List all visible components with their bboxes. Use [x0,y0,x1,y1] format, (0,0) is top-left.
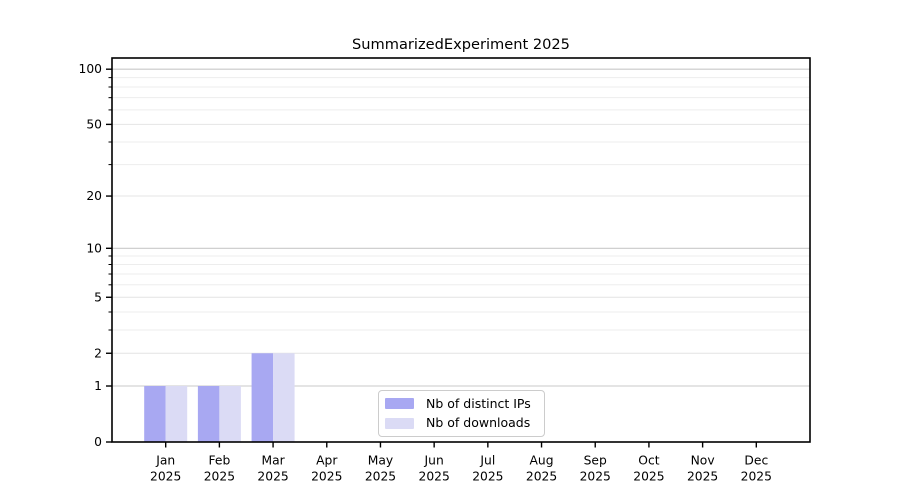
x-tick-label-month: Oct [638,454,659,468]
legend-label-downloads: Nb of downloads [426,414,531,430]
y-tick-label: 0 [94,435,102,449]
legend-item-distinct-ips: Nb of distinct IPs [385,395,544,411]
bars-series-0 [144,353,274,442]
legend-label-distinct-ips: Nb of distinct IPs [426,395,531,411]
bars-series-1 [165,353,295,442]
bar [219,386,241,442]
x-tick-label-year: 2025 [204,470,235,484]
x-tick-label-month: Nov [691,454,715,468]
bar [273,353,295,442]
bar [251,353,274,442]
x-tick-label-year: 2025 [257,470,288,484]
y-tick-label: 1 [94,379,102,393]
x-tick-label-month: Aug [530,454,554,468]
x-tick-label-month: Mar [261,454,285,468]
y-tick-label: 10 [86,241,102,255]
x-tick-label-year: 2025 [472,470,503,484]
x-tick-label-year: 2025 [633,470,664,484]
x-tick-label-month: Dec [744,454,768,468]
y-tick-label: 100 [79,62,102,76]
x-tick-label-year: 2025 [419,470,450,484]
x-tick-label-year: 2025 [311,470,342,484]
x-axis: Jan 2025 Feb 2025 Mar 2025 Apr 2025 May 2025 Jun 20… [150,442,772,484]
bar [144,386,166,442]
x-tick-label-month: Apr [316,454,338,468]
x-tick-label-month: Jan [155,454,175,468]
x-tick-label-year: 2025 [580,470,611,484]
x-tick-label-month: Feb [208,454,230,468]
legend-swatch-distinct-ips [385,398,414,410]
bar [165,386,188,442]
x-tick-label-year: 2025 [741,470,772,484]
plot-border [111,57,811,443]
x-tick-label-year: 2025 [365,470,396,484]
legend-item-downloads: Nb of downloads [385,414,544,430]
y-tick-label: 50 [86,117,102,131]
y-tick-label: 5 [94,290,102,304]
gridlines [112,68,810,387]
y-axis: 0 1 2 5 10 20 50 100 [79,62,112,449]
x-tick-label-year: 2025 [150,470,181,484]
x-tick-label-month: Jul [479,454,495,468]
legend: Nb of distinct IPs Nb of downloads [378,390,545,437]
x-tick-label-year: 2025 [687,470,718,484]
y-tick-label: 2 [94,346,102,360]
chart-title: SummarizedExperiment 2025 [352,36,570,53]
x-tick-label-month: Jun [424,454,444,468]
x-tick-label-year: 2025 [526,470,557,484]
x-tick-label-month: Sep [584,454,607,468]
x-tick-label-month: May [368,454,393,468]
bar [197,386,220,442]
y-tick-label: 20 [86,189,102,203]
legend-swatch-downloads [385,417,414,429]
